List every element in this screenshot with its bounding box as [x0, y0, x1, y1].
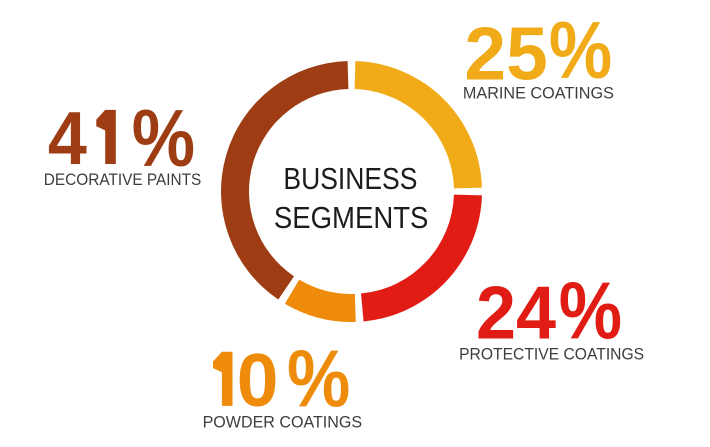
svg-text:25: 25	[464, 12, 547, 96]
svg-text:%: %	[549, 6, 612, 96]
svg-text:PROTECTIVE COATINGS: PROTECTIVE COATINGS	[459, 344, 644, 363]
svg-text:POWDER COATINGS: POWDER COATINGS	[203, 412, 363, 431]
svg-text:%: %	[132, 94, 195, 184]
svg-text:SEGMENTS: SEGMENTS	[274, 200, 429, 235]
svg-text:0: 0	[237, 338, 279, 422]
svg-text:%: %	[287, 334, 350, 424]
svg-text:%: %	[559, 266, 622, 356]
svg-text:BUSINESS: BUSINESS	[283, 161, 417, 196]
svg-text:4: 4	[48, 96, 87, 180]
svg-text:24: 24	[476, 271, 556, 355]
svg-text:DECORATIVE PAINTS: DECORATIVE PAINTS	[44, 170, 202, 189]
svg-text:MARINE COATINGS: MARINE COATINGS	[463, 84, 614, 103]
